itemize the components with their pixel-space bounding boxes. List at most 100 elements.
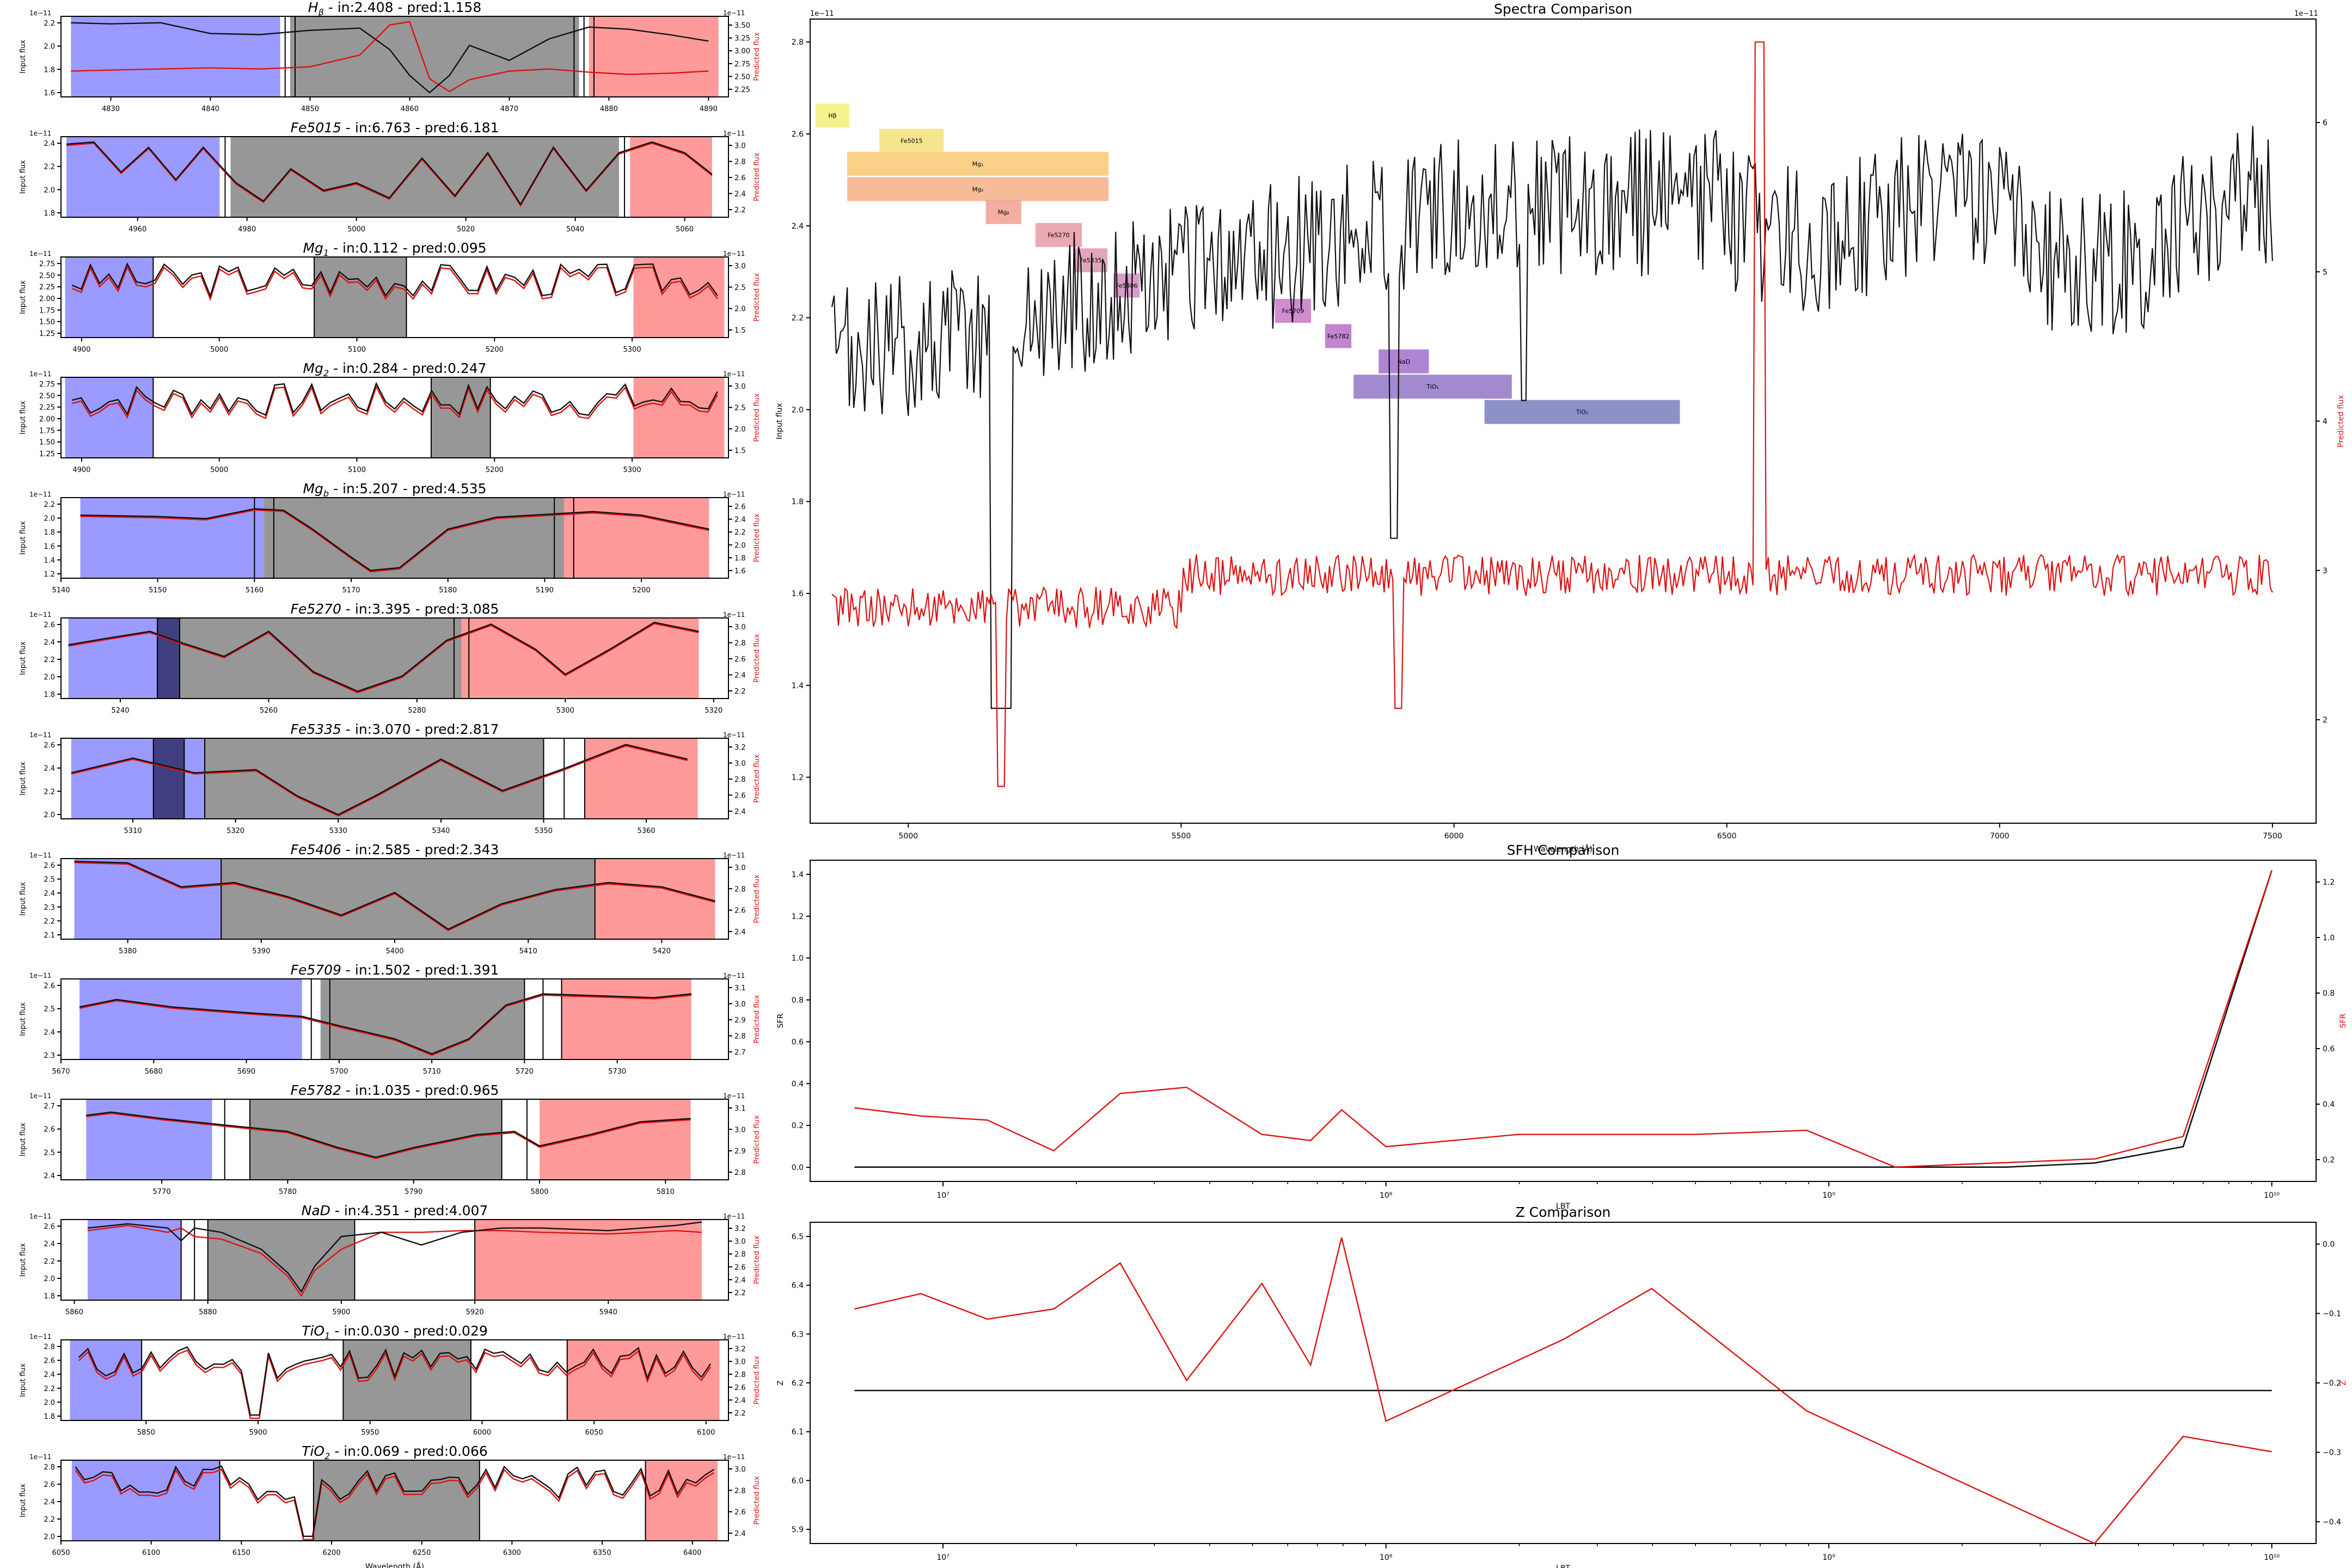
x-tick-label: 10⁷ bbox=[936, 1191, 949, 1200]
predicted-flux-line bbox=[71, 265, 718, 301]
grey-feature-band bbox=[230, 137, 620, 217]
x-tick-label: 10¹⁰ bbox=[2264, 1553, 2280, 1562]
panel-title: Fe5406 - in:2.585 - pred:2.343 bbox=[291, 842, 499, 857]
y-tick-label: 1.6 bbox=[44, 89, 55, 97]
y-tick-label: 0.6 bbox=[792, 1038, 804, 1046]
x-tick-label: 5920 bbox=[466, 1308, 484, 1316]
x-tick-label: 5060 bbox=[676, 225, 694, 234]
grey-feature-band bbox=[179, 618, 462, 699]
predicted-flux-line bbox=[74, 862, 715, 932]
panel-title-rest: - in:2.585 - pred:2.343 bbox=[341, 842, 499, 857]
x-tick-label: 5860 bbox=[65, 1308, 83, 1316]
y2-tick-label: 3.00 bbox=[734, 47, 750, 56]
blue-continuum-band bbox=[70, 1340, 142, 1420]
y2-axis-label: Z bbox=[2339, 1380, 2348, 1386]
y-tick-label: 1.6 bbox=[44, 543, 55, 551]
y2-tick-label: 3 bbox=[2323, 567, 2328, 575]
input-flux-label: Input flux bbox=[19, 401, 27, 434]
y-tick-label: 2.2 bbox=[44, 656, 55, 664]
y2-tick-label: 3.25 bbox=[734, 35, 750, 43]
y2-tick-label: 2.6 bbox=[734, 907, 746, 915]
x-tick-label: 7000 bbox=[1990, 832, 2010, 841]
input-flux-label: Input flux bbox=[19, 1123, 27, 1156]
x-tick-label: 5420 bbox=[653, 947, 671, 955]
sfh-comparison: SFH Comparison 10⁷ 10⁸ 10⁹ 10¹⁰ 0.0 0.2 0.4 0.6 0… bbox=[776, 842, 2348, 1211]
predicted-flux-label: Predicted flux bbox=[753, 152, 761, 201]
input-flux-label: Input flux bbox=[19, 1002, 27, 1036]
panel-title-main: Fe5335 bbox=[291, 721, 341, 737]
y2-tick-label: 0.2 bbox=[2323, 1156, 2335, 1165]
y-tick-label: 2.75 bbox=[39, 260, 55, 268]
y-tick-label: 2.4 bbox=[44, 140, 55, 148]
input-flux-line bbox=[80, 508, 709, 572]
y-tick-label: 2.6 bbox=[44, 1223, 55, 1231]
grey-feature-band bbox=[431, 377, 491, 458]
predicted-flux-label: Predicted flux bbox=[753, 1476, 761, 1525]
input-flux-label: Input flux bbox=[19, 762, 27, 795]
index-band-label: TiO₁ bbox=[1426, 383, 1439, 390]
y2-tick-label: 2.2 bbox=[734, 1410, 746, 1418]
y-tick-label: 1.25 bbox=[39, 330, 55, 338]
y-tick-label: 2.4 bbox=[792, 222, 804, 231]
grey-feature-band bbox=[343, 1340, 471, 1420]
x-tick-label: 7500 bbox=[2263, 832, 2282, 841]
exponent-label: 1e−11 bbox=[29, 731, 51, 739]
x-tick-label: 5380 bbox=[119, 947, 137, 955]
panel-frame bbox=[60, 1339, 729, 1421]
panel-title-main: NaD bbox=[302, 1203, 330, 1218]
panel-title-rest: - in:0.069 - pred:0.066 bbox=[330, 1443, 487, 1459]
y-tick-label: 2.4 bbox=[44, 1498, 55, 1506]
dark-band bbox=[153, 738, 185, 819]
y-tick-label: 2.4 bbox=[44, 890, 55, 898]
predicted-flux-label: Predicted flux bbox=[753, 1115, 761, 1164]
input-flux-label: Input flux bbox=[19, 1484, 27, 1517]
panel-title: Fe5782 - in:1.035 - pred:0.965 bbox=[291, 1082, 499, 1098]
x-tick-label: 5340 bbox=[432, 827, 450, 835]
y2-tick-label: 1.6 bbox=[734, 567, 746, 575]
exponent-label-right: 1e−11 bbox=[723, 1333, 745, 1340]
y-tick-label: 2.2 bbox=[44, 501, 55, 509]
x-tick-label: 5150 bbox=[149, 586, 167, 595]
x-tick-label: 5780 bbox=[279, 1188, 297, 1196]
x-tick-label: 5320 bbox=[226, 827, 244, 835]
x-tick-label: 6400 bbox=[683, 1549, 701, 1557]
y2-tick-label: 1.2 bbox=[2323, 878, 2335, 887]
y-tick-label: 2.2 bbox=[44, 20, 55, 28]
y-tick-label: 2.5 bbox=[44, 1149, 55, 1157]
exponent-label: 1e−11 bbox=[29, 1212, 51, 1220]
y-tick-label: 1.2 bbox=[44, 571, 55, 579]
y-tick-label: 2.8 bbox=[44, 1463, 55, 1472]
red-continuum-band bbox=[567, 1340, 720, 1420]
input-flux-line bbox=[71, 262, 718, 298]
predicted-line bbox=[854, 1237, 2272, 1545]
panel-title-sub: 2 bbox=[323, 368, 329, 378]
y-tick-label: 2.0 bbox=[44, 673, 55, 682]
y-tick-label: 1.4 bbox=[792, 871, 804, 879]
predicted-flux-label: Predicted flux bbox=[753, 32, 761, 81]
exponent-label-right: 1e−11 bbox=[723, 491, 745, 498]
predicted-flux-label: Predicted flux bbox=[753, 273, 761, 322]
predicted-flux-label: Predicted flux bbox=[2337, 395, 2345, 447]
y-tick-label: 1.25 bbox=[39, 450, 55, 458]
y2-tick-label: 4 bbox=[2323, 418, 2328, 426]
y2-tick-label: 2.6 bbox=[734, 503, 746, 511]
predicted-flux-label: Predicted flux bbox=[753, 634, 761, 683]
y-tick-label: 2.0 bbox=[792, 406, 804, 414]
index-band-label: Hβ bbox=[828, 112, 836, 119]
panel-title: Mg1 - in:0.112 - pred:0.095 bbox=[303, 240, 486, 258]
y-tick-label: 2.6 bbox=[44, 742, 55, 750]
panel-frame bbox=[60, 377, 729, 458]
input-flux-line bbox=[71, 744, 688, 816]
x-tick-label: 5260 bbox=[260, 707, 278, 715]
predicted-flux-line bbox=[79, 994, 692, 1056]
y-tick-label: 2.7 bbox=[44, 1102, 55, 1111]
y2-tick-label: 2.8 bbox=[734, 1251, 746, 1259]
panel-title-main: TiO bbox=[302, 1443, 324, 1459]
exponent-label-right: 1e−11 bbox=[723, 731, 745, 739]
y2-tick-label: 3.0 bbox=[734, 262, 746, 271]
y-tick-label: 5.9 bbox=[792, 1526, 804, 1534]
index-band bbox=[1379, 349, 1429, 373]
panel-title-main: Fe5270 bbox=[291, 601, 341, 617]
exponent-label-right: 1e−11 bbox=[723, 9, 745, 17]
red-continuum-band bbox=[589, 16, 719, 97]
